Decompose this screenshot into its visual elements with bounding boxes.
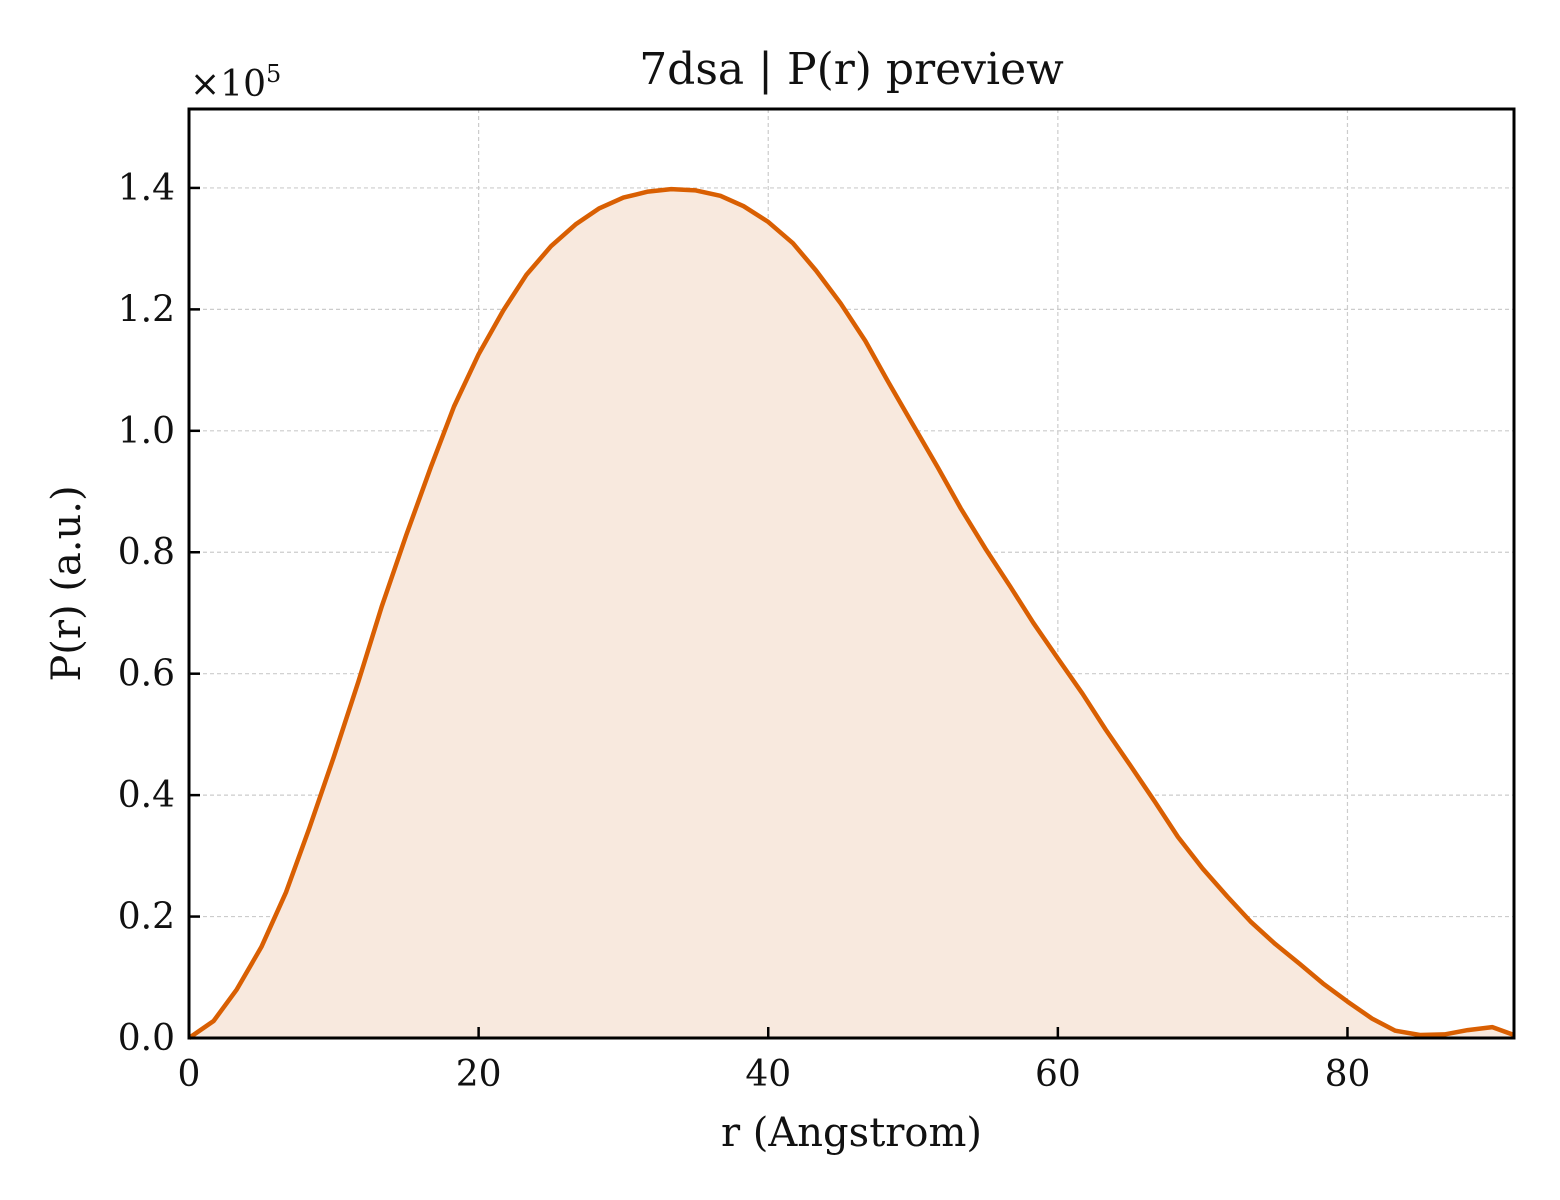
y-multiplier-base: ×10	[190, 64, 266, 105]
y-tick-label: 0.6	[118, 654, 175, 695]
y-tick-label: 1.4	[118, 168, 175, 209]
y-axis-multiplier: ×105	[190, 60, 281, 105]
y-tick-label: 1.2	[118, 289, 175, 330]
axis-ticks: 0 20 40 60 80 0.0 0.2 0.4 0.6 0.8 1.0 1.2 1.4	[118, 168, 1371, 1095]
x-tick-label: 60	[1035, 1054, 1081, 1095]
plot-frame	[187, 107, 1516, 1040]
y-multiplier-exponent: 5	[266, 60, 281, 88]
x-tick-label: 20	[456, 1054, 502, 1095]
x-tick-label: 80	[1325, 1054, 1371, 1095]
y-tick-label: 0.0	[118, 1018, 175, 1059]
y-tick-label: 0.2	[118, 897, 175, 938]
chart-title: 7dsa | P(r) preview	[639, 44, 1064, 95]
y-tick-label: 1.0	[118, 411, 175, 452]
x-tick-label: 40	[745, 1054, 791, 1095]
pr-area-fill	[189, 189, 1514, 1039]
y-axis-label: P(r) (a.u.)	[44, 485, 90, 681]
x-tick-label: 0	[178, 1054, 201, 1095]
pr-curve-line	[187, 186, 1515, 1040]
y-tick-label: 0.8	[118, 532, 175, 573]
y-tick-label: 0.4	[118, 775, 175, 816]
x-axis-label: r (Angstrom)	[721, 1110, 982, 1156]
